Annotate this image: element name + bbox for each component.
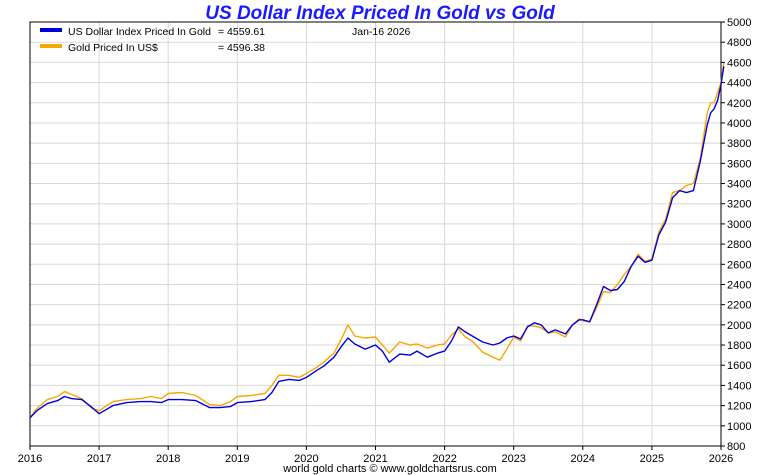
y-tick-label: 3800 xyxy=(727,138,751,150)
y-tick-label: 1000 xyxy=(727,421,751,433)
y-tick-label: 3600 xyxy=(727,158,751,170)
legend-swatch-usd xyxy=(40,28,62,32)
x-tick-label: 2019 xyxy=(225,453,249,465)
y-tick-label: 2000 xyxy=(727,320,751,332)
legend-label-gold: Gold Priced In US$ xyxy=(68,42,158,54)
y-tick-label: 3400 xyxy=(727,179,751,191)
x-tick-label: 2017 xyxy=(87,453,111,465)
x-tick-label: 2026 xyxy=(709,453,733,465)
series-layer xyxy=(29,62,725,419)
y-tick-label: 4800 xyxy=(727,37,751,49)
y-tick-label: 1400 xyxy=(727,380,751,392)
x-tick-label: 2025 xyxy=(640,453,664,465)
y-tick-label: 4400 xyxy=(727,78,751,90)
series-line-usd-index-in-gold xyxy=(29,66,725,419)
y-tick-label: 5000 xyxy=(727,17,751,29)
y-tick-label: 2200 xyxy=(727,300,751,312)
legend-value-gold: = 4596.38 xyxy=(218,42,265,54)
x-tick-label: 2018 xyxy=(156,453,180,465)
y-tick-label: 2400 xyxy=(727,279,751,291)
y-tick-label: 3000 xyxy=(727,219,751,231)
legend: US Dollar Index Priced In Gold = 4559.61… xyxy=(40,26,265,54)
date-label: Jan-16 2026 xyxy=(352,26,411,38)
footer-credit: world gold charts © www.goldchartsrus.co… xyxy=(282,463,497,475)
y-tick-label: 1800 xyxy=(727,340,751,352)
x-tick-label: 2020 xyxy=(294,453,318,465)
y-tick-label: 4600 xyxy=(727,57,751,69)
y-tick-label: 1200 xyxy=(727,401,751,413)
y-tick-label: 800 xyxy=(727,441,745,453)
y-tick-label: 2800 xyxy=(727,239,751,251)
x-axis: 2016 2017 2018 2019 2020 2021 2022 2023 2024 2025… xyxy=(18,446,733,465)
y-tick-label: 2600 xyxy=(727,259,751,271)
y-axis: 800 1000 1200 1400 1600 1800 2000 2200 2400 2600 2… xyxy=(721,17,751,453)
x-tick-label: 2021 xyxy=(363,453,387,465)
x-tick-label: 2023 xyxy=(501,453,525,465)
legend-label-usd: US Dollar Index Priced In Gold xyxy=(68,26,211,38)
x-tick-label: 2016 xyxy=(18,453,42,465)
x-tick-label: 2024 xyxy=(571,453,595,465)
y-tick-label: 4200 xyxy=(727,98,751,110)
y-tick-label: 3200 xyxy=(727,199,751,211)
y-tick-label: 1600 xyxy=(727,360,751,372)
series-line-gold-in-usd xyxy=(29,62,725,419)
legend-value-usd: = 4559.61 xyxy=(218,26,265,38)
x-tick-label: 2022 xyxy=(432,453,456,465)
y-tick-label: 4000 xyxy=(727,118,751,130)
legend-swatch-gold xyxy=(40,44,62,48)
chart-title: US Dollar Index Priced In Gold vs Gold xyxy=(205,3,555,24)
